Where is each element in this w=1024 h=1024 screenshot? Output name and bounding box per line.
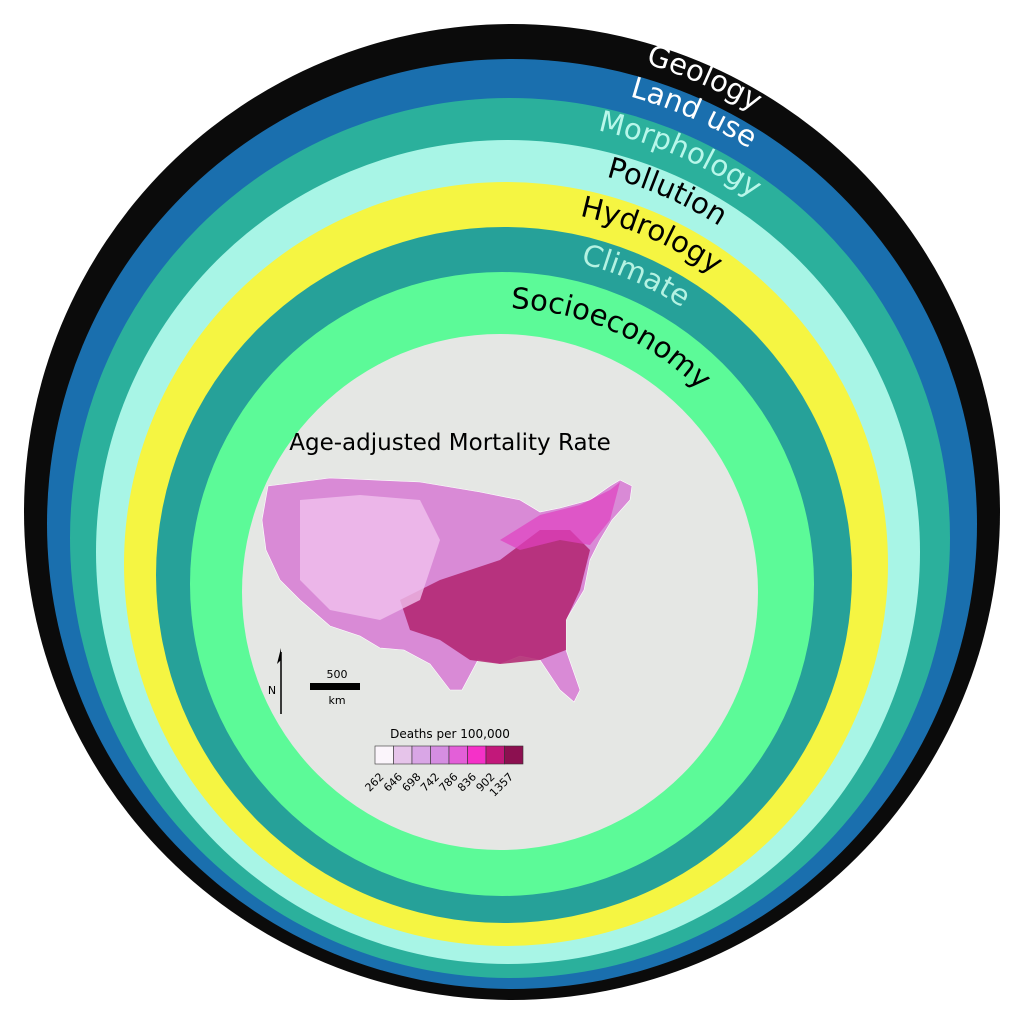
legend-swatch: [504, 745, 524, 765]
legend-swatch: [448, 745, 468, 765]
map-west: [300, 495, 440, 620]
legend-swatch: [467, 745, 487, 765]
legend-swatch: [393, 745, 413, 765]
scale-value: 500: [327, 668, 348, 681]
map-title: Age-adjusted Mortality Rate: [289, 430, 610, 456]
scale-bar: [310, 683, 360, 690]
legend-title: Deaths per 100,000: [390, 727, 510, 741]
map-south: [400, 530, 590, 664]
legend-swatch: [374, 745, 394, 765]
map: N 500 km Age-adjusted Mortality Rate Dea…: [261, 430, 633, 741]
legend-swatch: [430, 745, 450, 765]
north-arrow-head: [277, 648, 281, 664]
north-label: N: [268, 684, 276, 697]
legend-swatch: [485, 745, 505, 765]
map-east: [500, 482, 620, 550]
legend-swatch: [411, 745, 431, 765]
scale-unit: km: [328, 694, 345, 707]
